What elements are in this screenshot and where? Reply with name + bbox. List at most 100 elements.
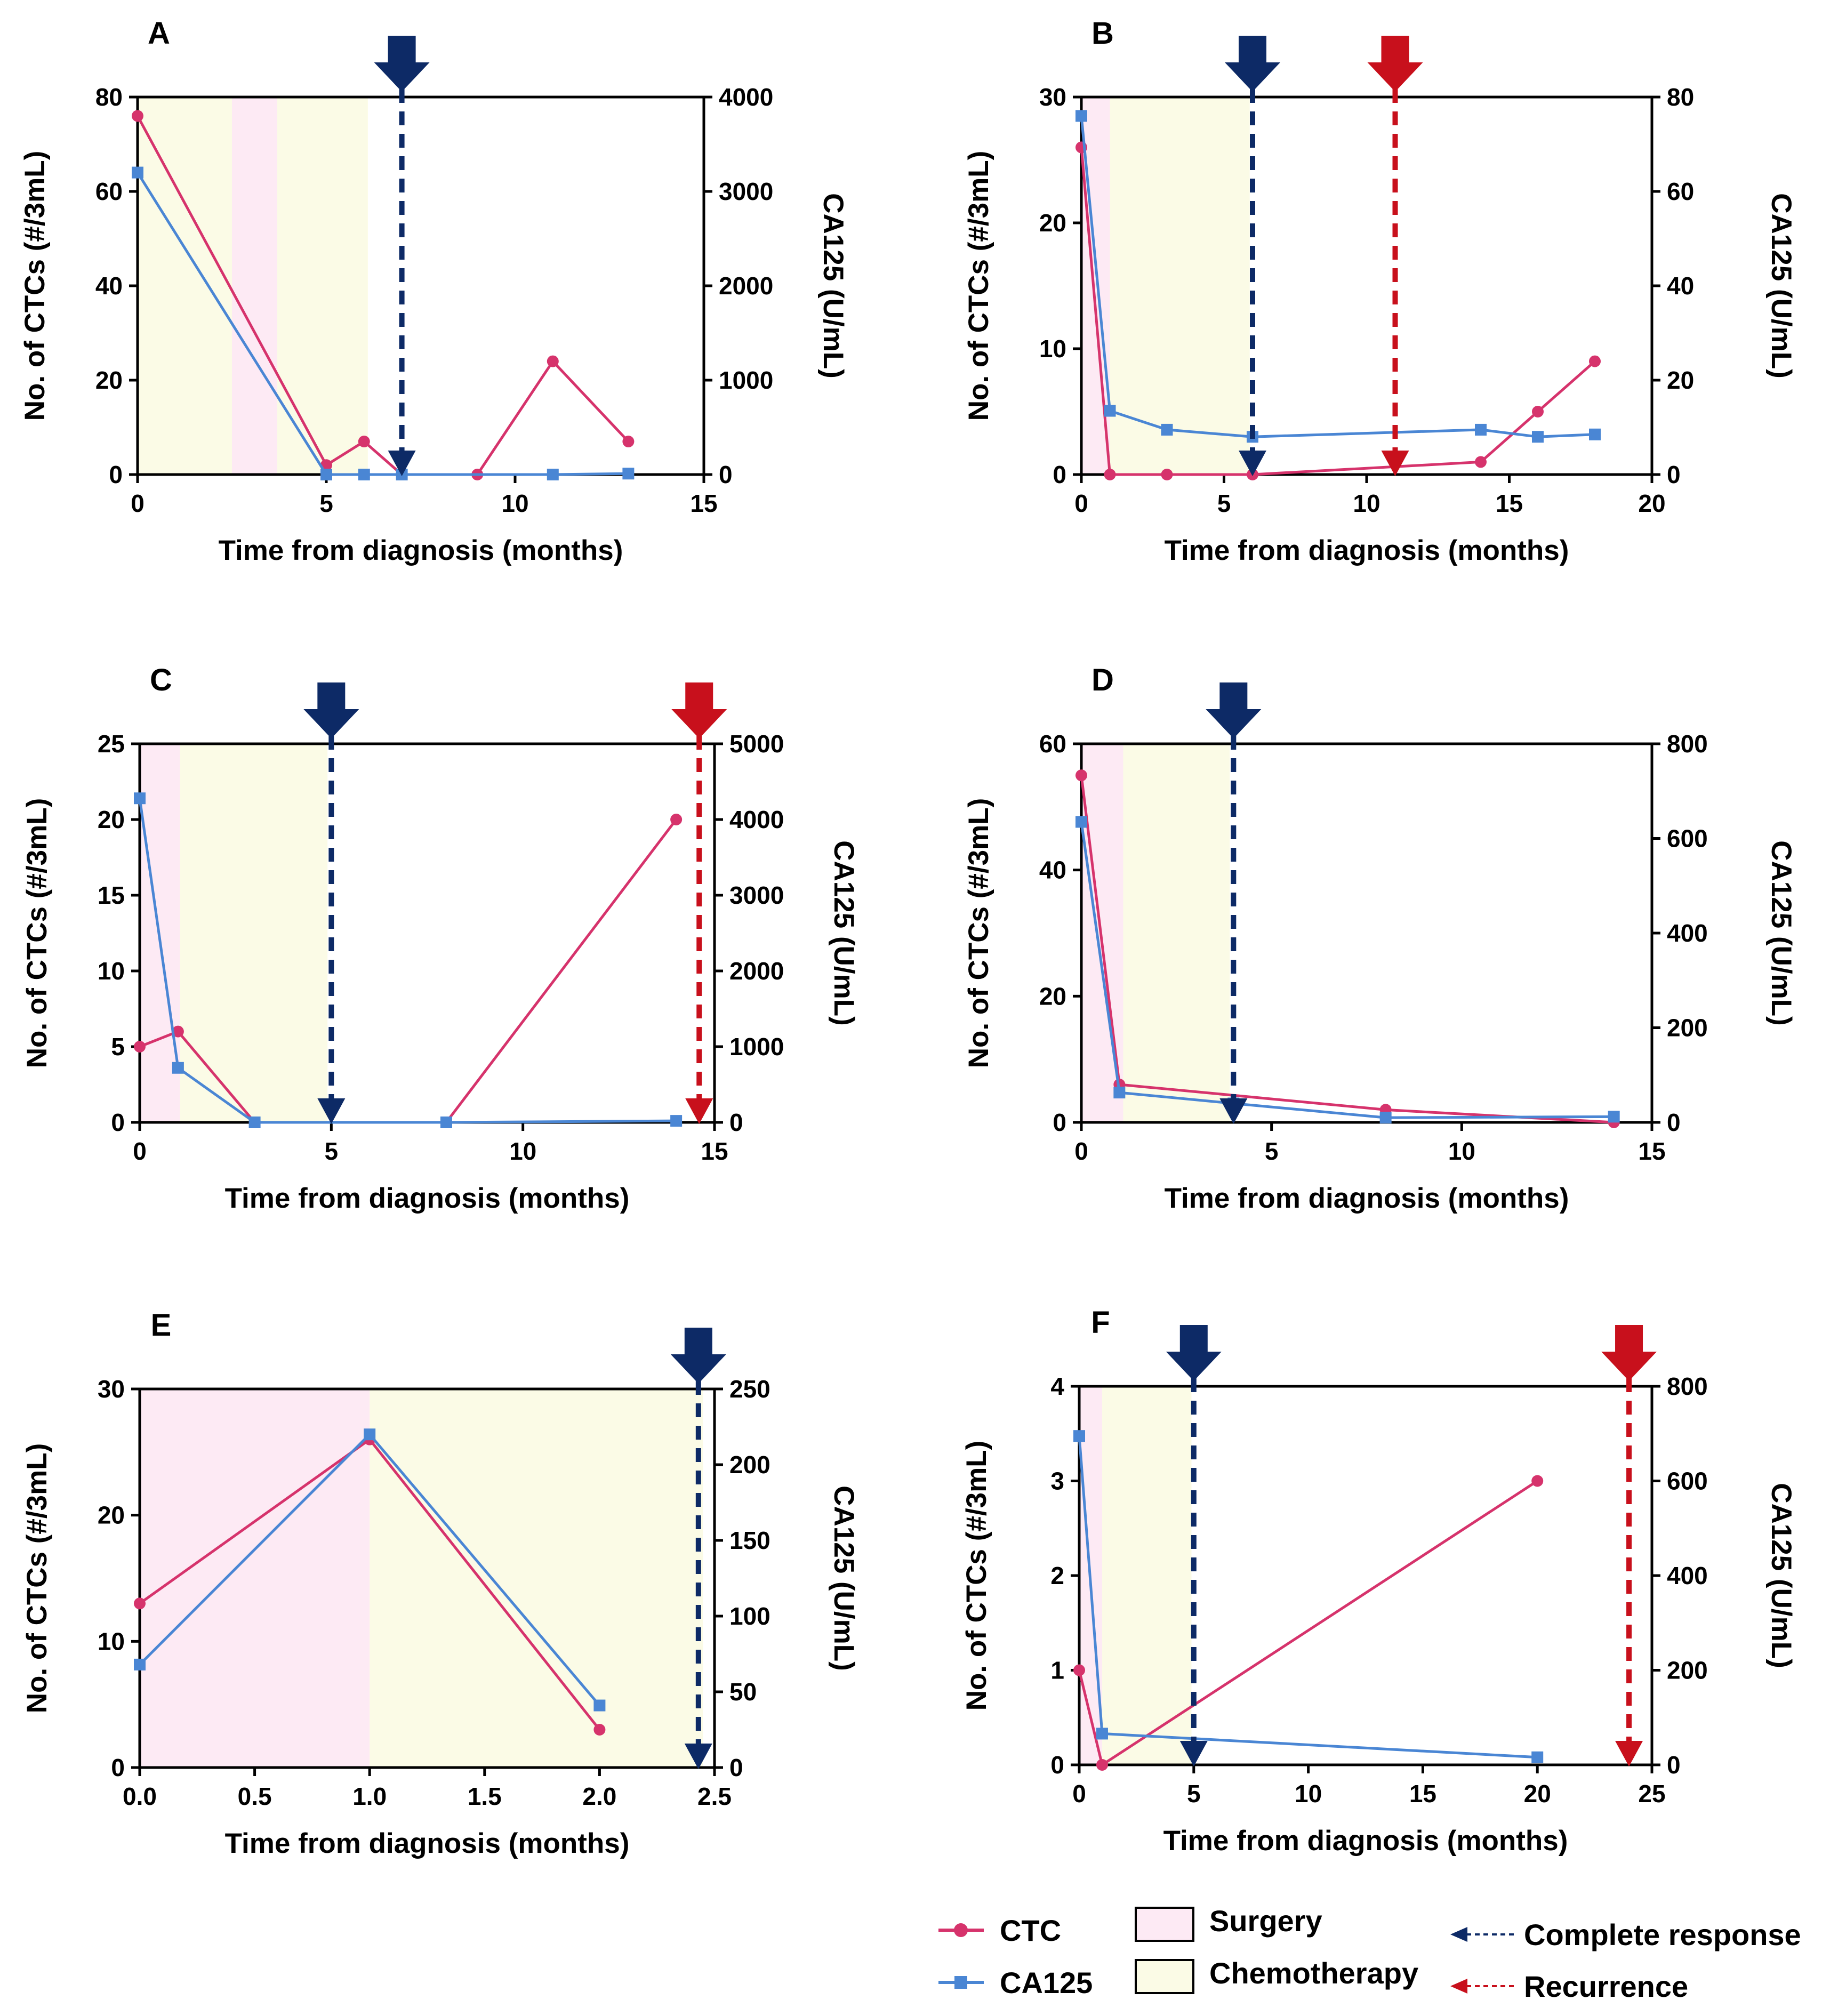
x-tick-label-f: 15	[1409, 1780, 1436, 1808]
ca125-point	[622, 468, 635, 480]
ca125-point	[1531, 1751, 1544, 1763]
x-tick-label-a: 5	[319, 489, 333, 517]
region-chemotherapy-e-1	[370, 1389, 703, 1768]
ctc-point	[1475, 456, 1487, 468]
x-tick-label-f: 0	[1072, 1780, 1086, 1808]
y-tick-label-left-f: 4	[1050, 1372, 1064, 1400]
complete-response-big-arrow-icon	[1166, 1325, 1222, 1381]
x-tick-label-e: 2.0	[582, 1782, 616, 1810]
y-tick-label-right-f: 600	[1667, 1467, 1708, 1495]
y-axis-title-right-f: CA125 (U/mL)	[1765, 1483, 1797, 1668]
ca125-point	[1532, 431, 1544, 443]
y-tick-label-right-c: 1000	[729, 1033, 784, 1061]
x-tick-label-a: 0	[131, 489, 145, 517]
x-axis-title-d: Time from diagnosis (months)	[1165, 1183, 1569, 1214]
x-tick-label-f: 25	[1638, 1780, 1665, 1808]
ctc-point	[1161, 469, 1173, 480]
x-tick-label-e: 0.5	[238, 1782, 272, 1810]
x-tick-label-f: 5	[1187, 1780, 1201, 1808]
x-axis-title-b: Time from diagnosis (months)	[1165, 535, 1569, 566]
legend: CTC CA125 Surgery Chemotherapy Complete …	[938, 1904, 1801, 2003]
y-tick-label-left-c: 25	[98, 730, 125, 758]
y-tick-label-right-d: 0	[1667, 1109, 1681, 1136]
y-tick-label-left-d: 40	[1039, 856, 1066, 884]
y-tick-label-left-c: 20	[98, 806, 125, 833]
y-axis-title-right-d: CA125 (U/mL)	[1765, 840, 1797, 1026]
x-tick-label-b: 10	[1353, 489, 1380, 517]
ca125-point	[1104, 405, 1116, 417]
chart-panel-c: 0 5 10 150510152025010002000300040005000Tim…	[21, 663, 860, 1214]
y-tick-label-left-a: 20	[95, 366, 123, 394]
y-axis-title-right-a: CA125 (U/mL)	[817, 193, 849, 379]
complete-response-big-arrow-icon	[1225, 36, 1280, 92]
ca125-point	[320, 469, 332, 480]
y-tick-label-right-a: 0	[719, 461, 733, 488]
ca125-point	[1096, 1728, 1108, 1740]
y-tick-label-right-d: 800	[1667, 730, 1708, 758]
y-tick-label-right-f: 0	[1667, 1751, 1681, 1779]
y-tick-label-right-b: 80	[1667, 83, 1694, 111]
y-tick-label-left-e: 20	[98, 1501, 125, 1529]
region-chemotherapy-a-0	[138, 97, 232, 475]
y-tick-label-right-e: 150	[729, 1527, 770, 1554]
ctc-point	[593, 1724, 606, 1736]
ca125-point	[593, 1699, 606, 1712]
x-tick-label-c: 0	[133, 1137, 147, 1165]
y-tick-label-left-f: 1	[1050, 1657, 1064, 1684]
ctc-point	[1096, 1759, 1108, 1771]
y-tick-label-left-a: 40	[95, 272, 123, 300]
legend-surgery-label: Surgery	[1209, 1904, 1322, 1938]
x-tick-label-d: 10	[1448, 1137, 1475, 1165]
complete-response-bottom-arrowhead-icon	[1239, 451, 1266, 476]
x-axis-title-a: Time from diagnosis (months)	[219, 535, 623, 566]
recurrence-big-arrow-icon	[1367, 36, 1423, 92]
legend-recurrence-label: Recurrence	[1524, 1970, 1688, 2003]
legend-chemotherapy-label: Chemotherapy	[1209, 1956, 1418, 1990]
y-tick-label-left-b: 20	[1039, 209, 1066, 237]
x-tick-label-b: 0	[1074, 489, 1088, 517]
y-tick-label-right-a: 4000	[719, 83, 773, 111]
recurrence-bottom-arrowhead-icon	[1381, 451, 1409, 476]
ca125-point	[172, 1062, 184, 1074]
y-tick-label-right-a: 2000	[719, 272, 773, 300]
y-tick-label-right-e: 200	[729, 1451, 770, 1479]
y-tick-label-right-e: 250	[729, 1375, 770, 1403]
ca125-point	[1608, 1111, 1620, 1123]
y-tick-label-right-a: 1000	[719, 366, 773, 394]
x-tick-label-a: 10	[501, 489, 528, 517]
y-tick-label-right-a: 3000	[719, 178, 773, 205]
x-tick-label-b: 20	[1638, 489, 1665, 517]
x-tick-label-d: 15	[1638, 1137, 1665, 1165]
chart-panel-e: 0.0 0.5 1.0 1.5 2.0 2.50102030050100150200250…	[21, 1308, 860, 1859]
ca125-point	[358, 469, 370, 480]
panel-letter-d: D	[1091, 663, 1114, 697]
legend-chemotherapy: Chemotherapy	[1135, 1956, 1418, 1994]
legend-ca125-label: CA125	[1000, 1966, 1093, 1999]
ca125-point	[440, 1117, 452, 1128]
y-tick-label-right-b: 40	[1667, 272, 1694, 300]
x-tick-label-e: 1.0	[352, 1782, 387, 1810]
ca125-point	[364, 1428, 376, 1441]
x-tick-label-b: 5	[1217, 489, 1231, 517]
y-tick-label-left-c: 0	[111, 1109, 125, 1136]
panel-letter-e: E	[151, 1308, 172, 1343]
x-tick-label-c: 5	[325, 1137, 339, 1165]
y-tick-label-left-a: 80	[95, 83, 123, 111]
y-tick-label-left-c: 5	[111, 1033, 125, 1061]
ca125-point	[1113, 1087, 1126, 1099]
y-axis-title-left-a: No. of CTCs (#/3mL)	[19, 151, 51, 421]
ctc-point	[172, 1025, 184, 1038]
ctc-point	[1104, 469, 1116, 480]
recurrence-bottom-arrowhead-icon	[1615, 1741, 1643, 1766]
y-axis-title-right-c: CA125 (U/mL)	[828, 840, 860, 1026]
ctc-point	[1073, 1664, 1085, 1676]
y-tick-label-left-f: 3	[1050, 1467, 1064, 1495]
ctc-point	[1532, 406, 1544, 417]
region-surgery-e-0	[140, 1389, 370, 1768]
legend-complete-response: Complete response	[1450, 1918, 1801, 1951]
y-tick-label-left-f: 0	[1050, 1751, 1064, 1779]
legend-recurrence: Recurrence	[1450, 1970, 1688, 2003]
